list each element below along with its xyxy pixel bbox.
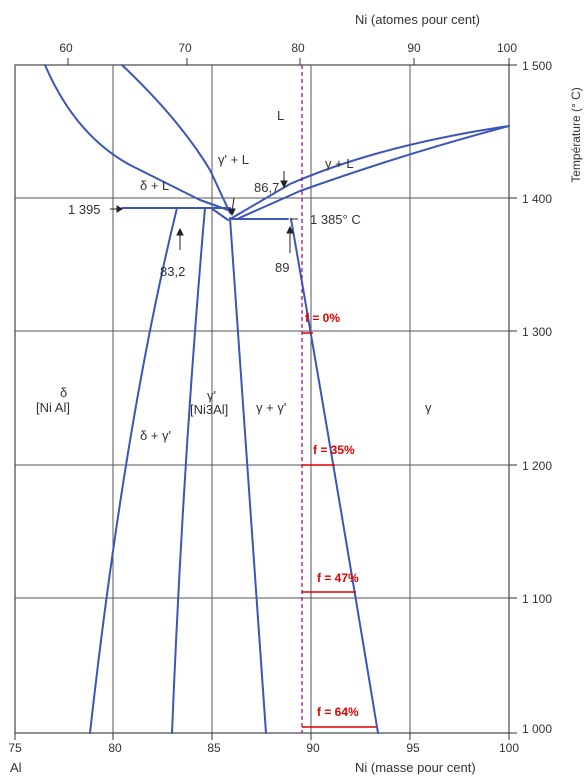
annotation-867: 86,7 bbox=[254, 180, 279, 195]
right-tick-1100: 1 100 bbox=[522, 592, 552, 606]
delta-gamma-prime-boundary bbox=[171, 207, 206, 734]
liquidus-gamma-prime-left bbox=[121, 64, 231, 214]
fraction-label-35: f = 35% bbox=[313, 443, 355, 457]
phase-gamma-prime: γ' bbox=[207, 388, 216, 403]
phase-delta: δ bbox=[60, 385, 67, 400]
right-tick-1200: 1 200 bbox=[522, 459, 552, 473]
grid bbox=[15, 65, 509, 733]
liquidus-gamma bbox=[231, 125, 510, 219]
bottom-left-label: Al bbox=[10, 760, 22, 775]
phase-delta-l: δ + L bbox=[140, 178, 169, 193]
bottom-ticks bbox=[14, 733, 510, 740]
phase-ni3al: [Ni3Al] bbox=[190, 402, 228, 417]
bottom-tick-75: 75 bbox=[8, 741, 22, 755]
right-tick-1000: 1 000 bbox=[522, 722, 552, 736]
bottom-tick-85: 85 bbox=[207, 741, 221, 755]
annotation-832: 83,2 bbox=[160, 264, 185, 279]
top-tick-70: 70 bbox=[178, 41, 192, 55]
annotation-1395: 1 395 bbox=[68, 202, 101, 217]
solidus-gamma bbox=[236, 125, 510, 220]
fraction-markers bbox=[302, 332, 376, 728]
fraction-label-47: f = 47% bbox=[317, 571, 359, 585]
annotation-89: 89 bbox=[275, 260, 289, 275]
right-tick-1400: 1 400 bbox=[522, 192, 552, 206]
delta-solvus bbox=[89, 207, 178, 734]
phase-gamma: γ bbox=[425, 400, 432, 415]
top-tick-90: 90 bbox=[407, 41, 421, 55]
annotation-1385: 1 385° C bbox=[310, 212, 361, 227]
top-axis-title: Ni (atomes pour cent) bbox=[355, 12, 480, 27]
indicator-arrows bbox=[110, 171, 298, 253]
gamma-prime-right-boundary bbox=[229, 217, 267, 734]
phase-gamma-gamma-prime: γ + γ' bbox=[256, 400, 286, 415]
top-tick-60: 60 bbox=[59, 41, 73, 55]
right-tick-1500: 1 500 bbox=[522, 59, 552, 73]
plot-frame bbox=[14, 64, 510, 734]
phase-l: L bbox=[277, 108, 284, 123]
phase-gamma-prime-l: γ' + L bbox=[218, 152, 249, 167]
top-ticks bbox=[67, 58, 510, 65]
gamma-solvus bbox=[290, 218, 379, 734]
bottom-tick-80: 80 bbox=[108, 741, 122, 755]
phase-boundaries bbox=[44, 64, 510, 734]
bottom-tick-100: 100 bbox=[499, 741, 519, 755]
top-tick-80: 80 bbox=[291, 41, 305, 55]
right-ticks bbox=[509, 64, 517, 734]
fraction-label-0: f = 0% bbox=[305, 311, 340, 325]
bottom-tick-90: 90 bbox=[306, 741, 320, 755]
top-tick-100: 100 bbox=[497, 41, 517, 55]
right-axis-title: Température (° C) bbox=[569, 87, 583, 183]
phase-delta-gamma-prime: δ + γ' bbox=[140, 428, 171, 443]
fraction-label-64: f = 64% bbox=[317, 705, 359, 719]
bottom-axis-title: Ni (masse pour cent) bbox=[355, 760, 476, 775]
bottom-tick-95: 95 bbox=[406, 741, 420, 755]
phase-gamma-l: γ + L bbox=[325, 156, 354, 171]
phase-nial: [Ni Al] bbox=[36, 400, 70, 415]
right-tick-1300: 1 300 bbox=[522, 325, 552, 339]
gamma-prime-left-boundary bbox=[210, 207, 229, 221]
liquidus-delta bbox=[44, 64, 229, 211]
